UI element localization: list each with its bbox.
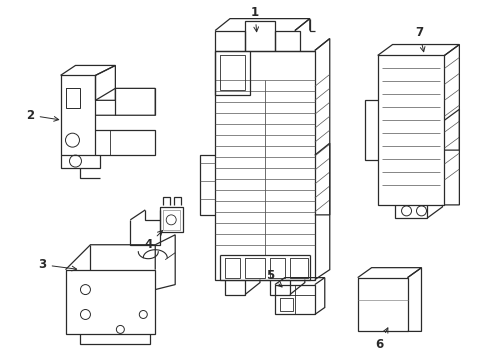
Text: 2: 2 — [26, 109, 59, 122]
Text: 3: 3 — [39, 258, 77, 271]
Text: 4: 4 — [144, 230, 162, 251]
Text: 1: 1 — [250, 6, 259, 32]
Text: 7: 7 — [415, 26, 424, 52]
Text: 5: 5 — [265, 269, 282, 287]
Text: 6: 6 — [375, 328, 387, 351]
